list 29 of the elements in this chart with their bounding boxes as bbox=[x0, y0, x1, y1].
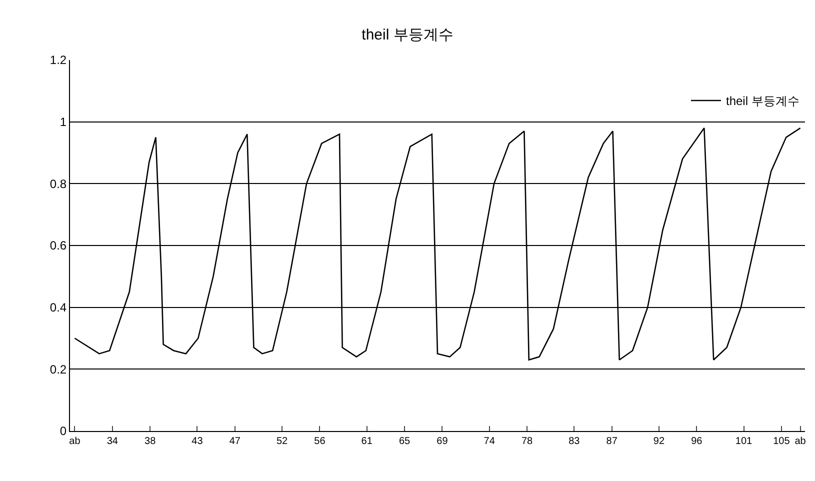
x-tick-label: 74 bbox=[484, 436, 496, 447]
x-tick-label: 38 bbox=[144, 436, 156, 447]
x-tick-label: 52 bbox=[276, 436, 288, 447]
x-tick-label: 47 bbox=[229, 436, 241, 447]
x-tick-label: 65 bbox=[398, 436, 411, 447]
x-tick-label: 78 bbox=[521, 436, 534, 447]
y-tick-label: 0.2 bbox=[50, 362, 67, 376]
x-tick-label: 56 bbox=[314, 436, 326, 447]
x-tick-label: 96 bbox=[691, 436, 703, 447]
x-tick-label: ab bbox=[794, 436, 806, 447]
y-tick-label: 0.6 bbox=[50, 238, 67, 253]
x-tick-label: 69 bbox=[436, 436, 448, 447]
x-tick-label: 83 bbox=[568, 436, 580, 447]
x-tick-label: 43 bbox=[192, 436, 204, 447]
x-tick-label: 101 bbox=[735, 436, 753, 447]
x-tick-label: 61 bbox=[361, 436, 373, 447]
x-tick-label: 87 bbox=[606, 436, 618, 447]
x-tick-label: ab bbox=[69, 436, 81, 447]
y-tick-label: 1.2 bbox=[50, 53, 67, 68]
x-tick-label: 92 bbox=[653, 436, 665, 447]
y-tick-label: 0.4 bbox=[50, 300, 67, 315]
chart-title: theil 부등계수 bbox=[362, 26, 454, 44]
line-series bbox=[74, 127, 801, 361]
y-tick-label: 0 bbox=[60, 424, 67, 438]
y-tick-label: 0.8 bbox=[50, 176, 67, 191]
x-tick-label: 105 bbox=[773, 436, 790, 447]
legend-label: theil 부등계수 bbox=[726, 94, 800, 108]
y-tick-label: 1 bbox=[60, 115, 67, 130]
x-tick-label: 34 bbox=[106, 436, 118, 447]
